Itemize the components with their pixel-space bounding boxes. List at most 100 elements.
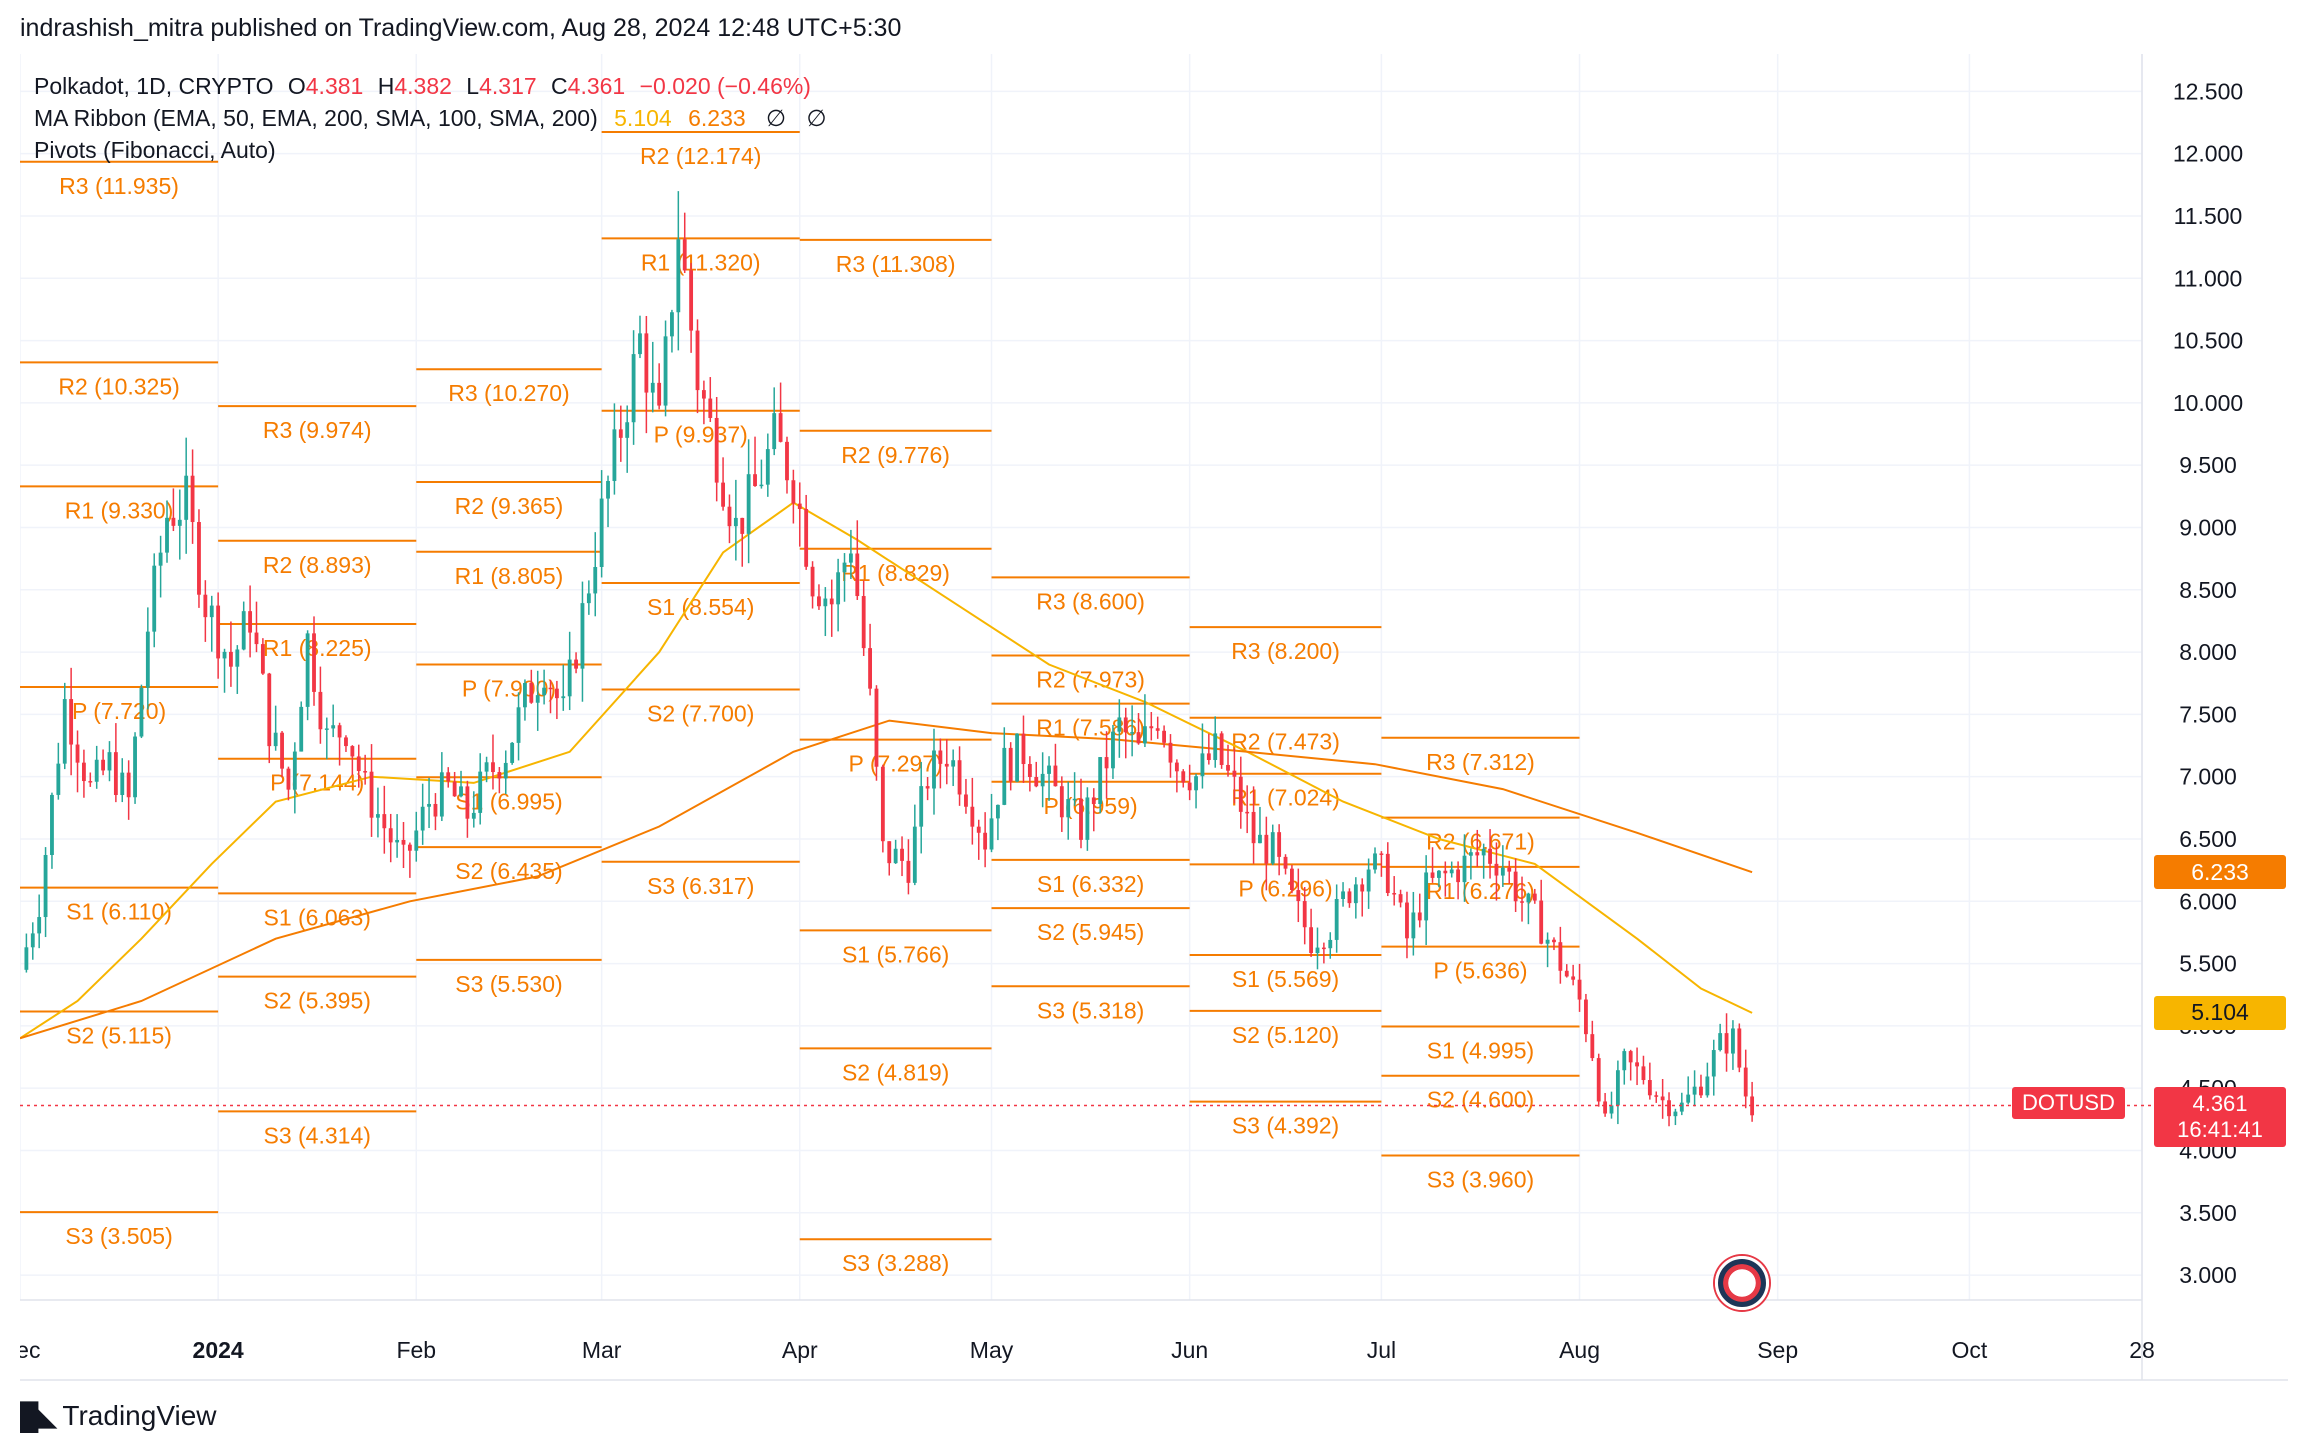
candle-bullish xyxy=(30,933,35,948)
pivots-legend-row[interactable]: Pivots (Fibonacci, Auto) xyxy=(34,134,827,166)
y-tick-label: 3.500 xyxy=(2179,1200,2237,1226)
x-tick-label: Apr xyxy=(782,1337,818,1363)
candle-bullish xyxy=(1111,731,1115,769)
open-label: O xyxy=(287,73,306,99)
candle-bullish xyxy=(241,611,246,650)
candle-bearish xyxy=(1737,1028,1742,1068)
chart-frame[interactable]: 3.0003.5004.0004.5005.0005.5006.0006.500… xyxy=(20,54,2288,1390)
high-label: H xyxy=(377,73,395,99)
candle-bearish xyxy=(695,330,700,391)
us-flag-event-icon[interactable] xyxy=(1715,1256,1770,1310)
candle-bearish xyxy=(1277,832,1282,857)
candle-bearish xyxy=(1187,782,1192,791)
candle-bearish xyxy=(618,429,623,438)
candle-bearish xyxy=(1290,868,1294,891)
pivot-level-label: R2 (7.473) xyxy=(1231,729,1340,755)
x-tick-label: Jun xyxy=(1171,1337,1208,1363)
null-value-icon: ∅ xyxy=(806,105,827,131)
candle-bullish xyxy=(995,804,1000,819)
candle-bullish xyxy=(1718,1033,1723,1051)
ma-ribbon-ema200-line xyxy=(20,719,1753,1040)
candle-bullish xyxy=(24,947,29,970)
candle-bearish xyxy=(1488,848,1492,864)
candle-bearish xyxy=(900,848,904,861)
y-tick-label: 7.000 xyxy=(2179,764,2237,790)
candle-bullish xyxy=(1072,798,1077,801)
candle-bullish xyxy=(120,772,125,796)
chart-legend: Polkadot, 1D, CRYPTO O4.381 H4.382 L4.31… xyxy=(34,70,827,166)
candle-bullish xyxy=(1526,893,1531,903)
candle-bullish xyxy=(1098,757,1103,805)
price-chart[interactable]: 3.0003.5004.0004.5005.0005.5006.0006.500… xyxy=(20,54,2288,1390)
candle-bearish xyxy=(1584,999,1588,1035)
candle-bullish xyxy=(842,562,847,573)
pivot-level-label: S1 (5.569) xyxy=(1232,966,1339,992)
pivot-level-label: R2 (9.776) xyxy=(841,442,950,468)
candle-bearish xyxy=(548,687,553,690)
candle-bearish xyxy=(1123,717,1128,733)
candle-bearish xyxy=(689,270,694,331)
candle-bearish xyxy=(401,839,406,845)
x-tick-label: Mar xyxy=(582,1337,622,1363)
candle-bullish xyxy=(1462,855,1467,883)
pivot-level-label: S3 (6.317) xyxy=(647,873,754,899)
publisher-attribution: indrashish_mitra published on TradingVie… xyxy=(20,14,902,42)
candle-bearish xyxy=(101,759,106,771)
x-tick-label: Jul xyxy=(1367,1337,1396,1363)
tradingview-logo-icon: █◣ xyxy=(20,1400,56,1431)
symbol-label: Polkadot, 1D, CRYPTO xyxy=(34,73,274,99)
pivot-level-label: S1 (6.995) xyxy=(455,788,562,814)
candle-bullish xyxy=(395,839,400,843)
candle-bullish xyxy=(516,707,521,743)
pivot-level-label: R2 (8.893) xyxy=(263,552,372,578)
last-price-value: 4.361 xyxy=(2192,1091,2248,1117)
candle-bearish xyxy=(1443,870,1448,874)
candle-bearish xyxy=(81,762,86,782)
symbol-legend-row[interactable]: Polkadot, 1D, CRYPTO O4.381 H4.382 L4.31… xyxy=(34,70,827,102)
pivot-level-label: P (7.297) xyxy=(849,751,943,777)
bar-countdown: 16:41:41 xyxy=(2177,1117,2263,1143)
candle-bullish xyxy=(535,695,540,703)
candle-bearish xyxy=(491,762,495,773)
x-tick-label: May xyxy=(970,1337,1014,1363)
candle-bullish xyxy=(1015,733,1020,782)
candle-bullish xyxy=(1622,1051,1627,1071)
pivot-level-label: R1 (9.330) xyxy=(65,497,174,523)
ma-ribbon-legend-row[interactable]: MA Ribbon (EMA, 50, EMA, 200, SMA, 100, … xyxy=(34,102,827,134)
candle-bullish xyxy=(599,498,604,567)
candle-bullish xyxy=(222,651,227,659)
candle-bullish xyxy=(1258,834,1262,844)
tradingview-logo[interactable]: █◣ TradingView xyxy=(20,1400,217,1432)
candle-bearish xyxy=(1149,726,1154,729)
candle-bullish xyxy=(932,750,936,789)
candle-bearish xyxy=(369,771,374,818)
candle-bearish xyxy=(1034,776,1039,787)
candle-bearish xyxy=(1251,811,1256,844)
candle-bearish xyxy=(248,611,253,633)
candle-bearish xyxy=(344,737,348,747)
candle-bearish xyxy=(1494,863,1499,876)
candle-bullish xyxy=(759,484,764,487)
candle-bearish xyxy=(925,786,930,789)
candle-bullish xyxy=(145,631,150,688)
y-tick-label: 12.500 xyxy=(2173,78,2243,104)
candle-bullish xyxy=(989,818,994,850)
y-tick-label: 6.000 xyxy=(2179,888,2237,914)
candle-bearish xyxy=(1021,733,1026,765)
y-tick-label: 12.000 xyxy=(2173,141,2243,167)
candle-bullish xyxy=(1142,726,1147,744)
candle-bullish xyxy=(1686,1094,1691,1103)
pivot-level-label: P (7.720) xyxy=(72,698,166,724)
pivot-level-label: R1 (8.805) xyxy=(455,563,564,589)
low-value: 4.317 xyxy=(479,73,537,99)
pivot-level-label: R3 (8.600) xyxy=(1036,588,1145,614)
x-tick-label: Oct xyxy=(1952,1337,1988,1363)
pivot-level-label: S1 (8.554) xyxy=(647,594,754,620)
candle-bullish xyxy=(158,552,163,566)
candle-bearish xyxy=(868,648,872,689)
candle-bullish xyxy=(292,751,297,790)
candle-bullish xyxy=(62,699,67,764)
candle-bullish xyxy=(561,696,566,699)
y-tick-label: 9.500 xyxy=(2179,452,2237,478)
candle-bearish xyxy=(829,598,834,605)
